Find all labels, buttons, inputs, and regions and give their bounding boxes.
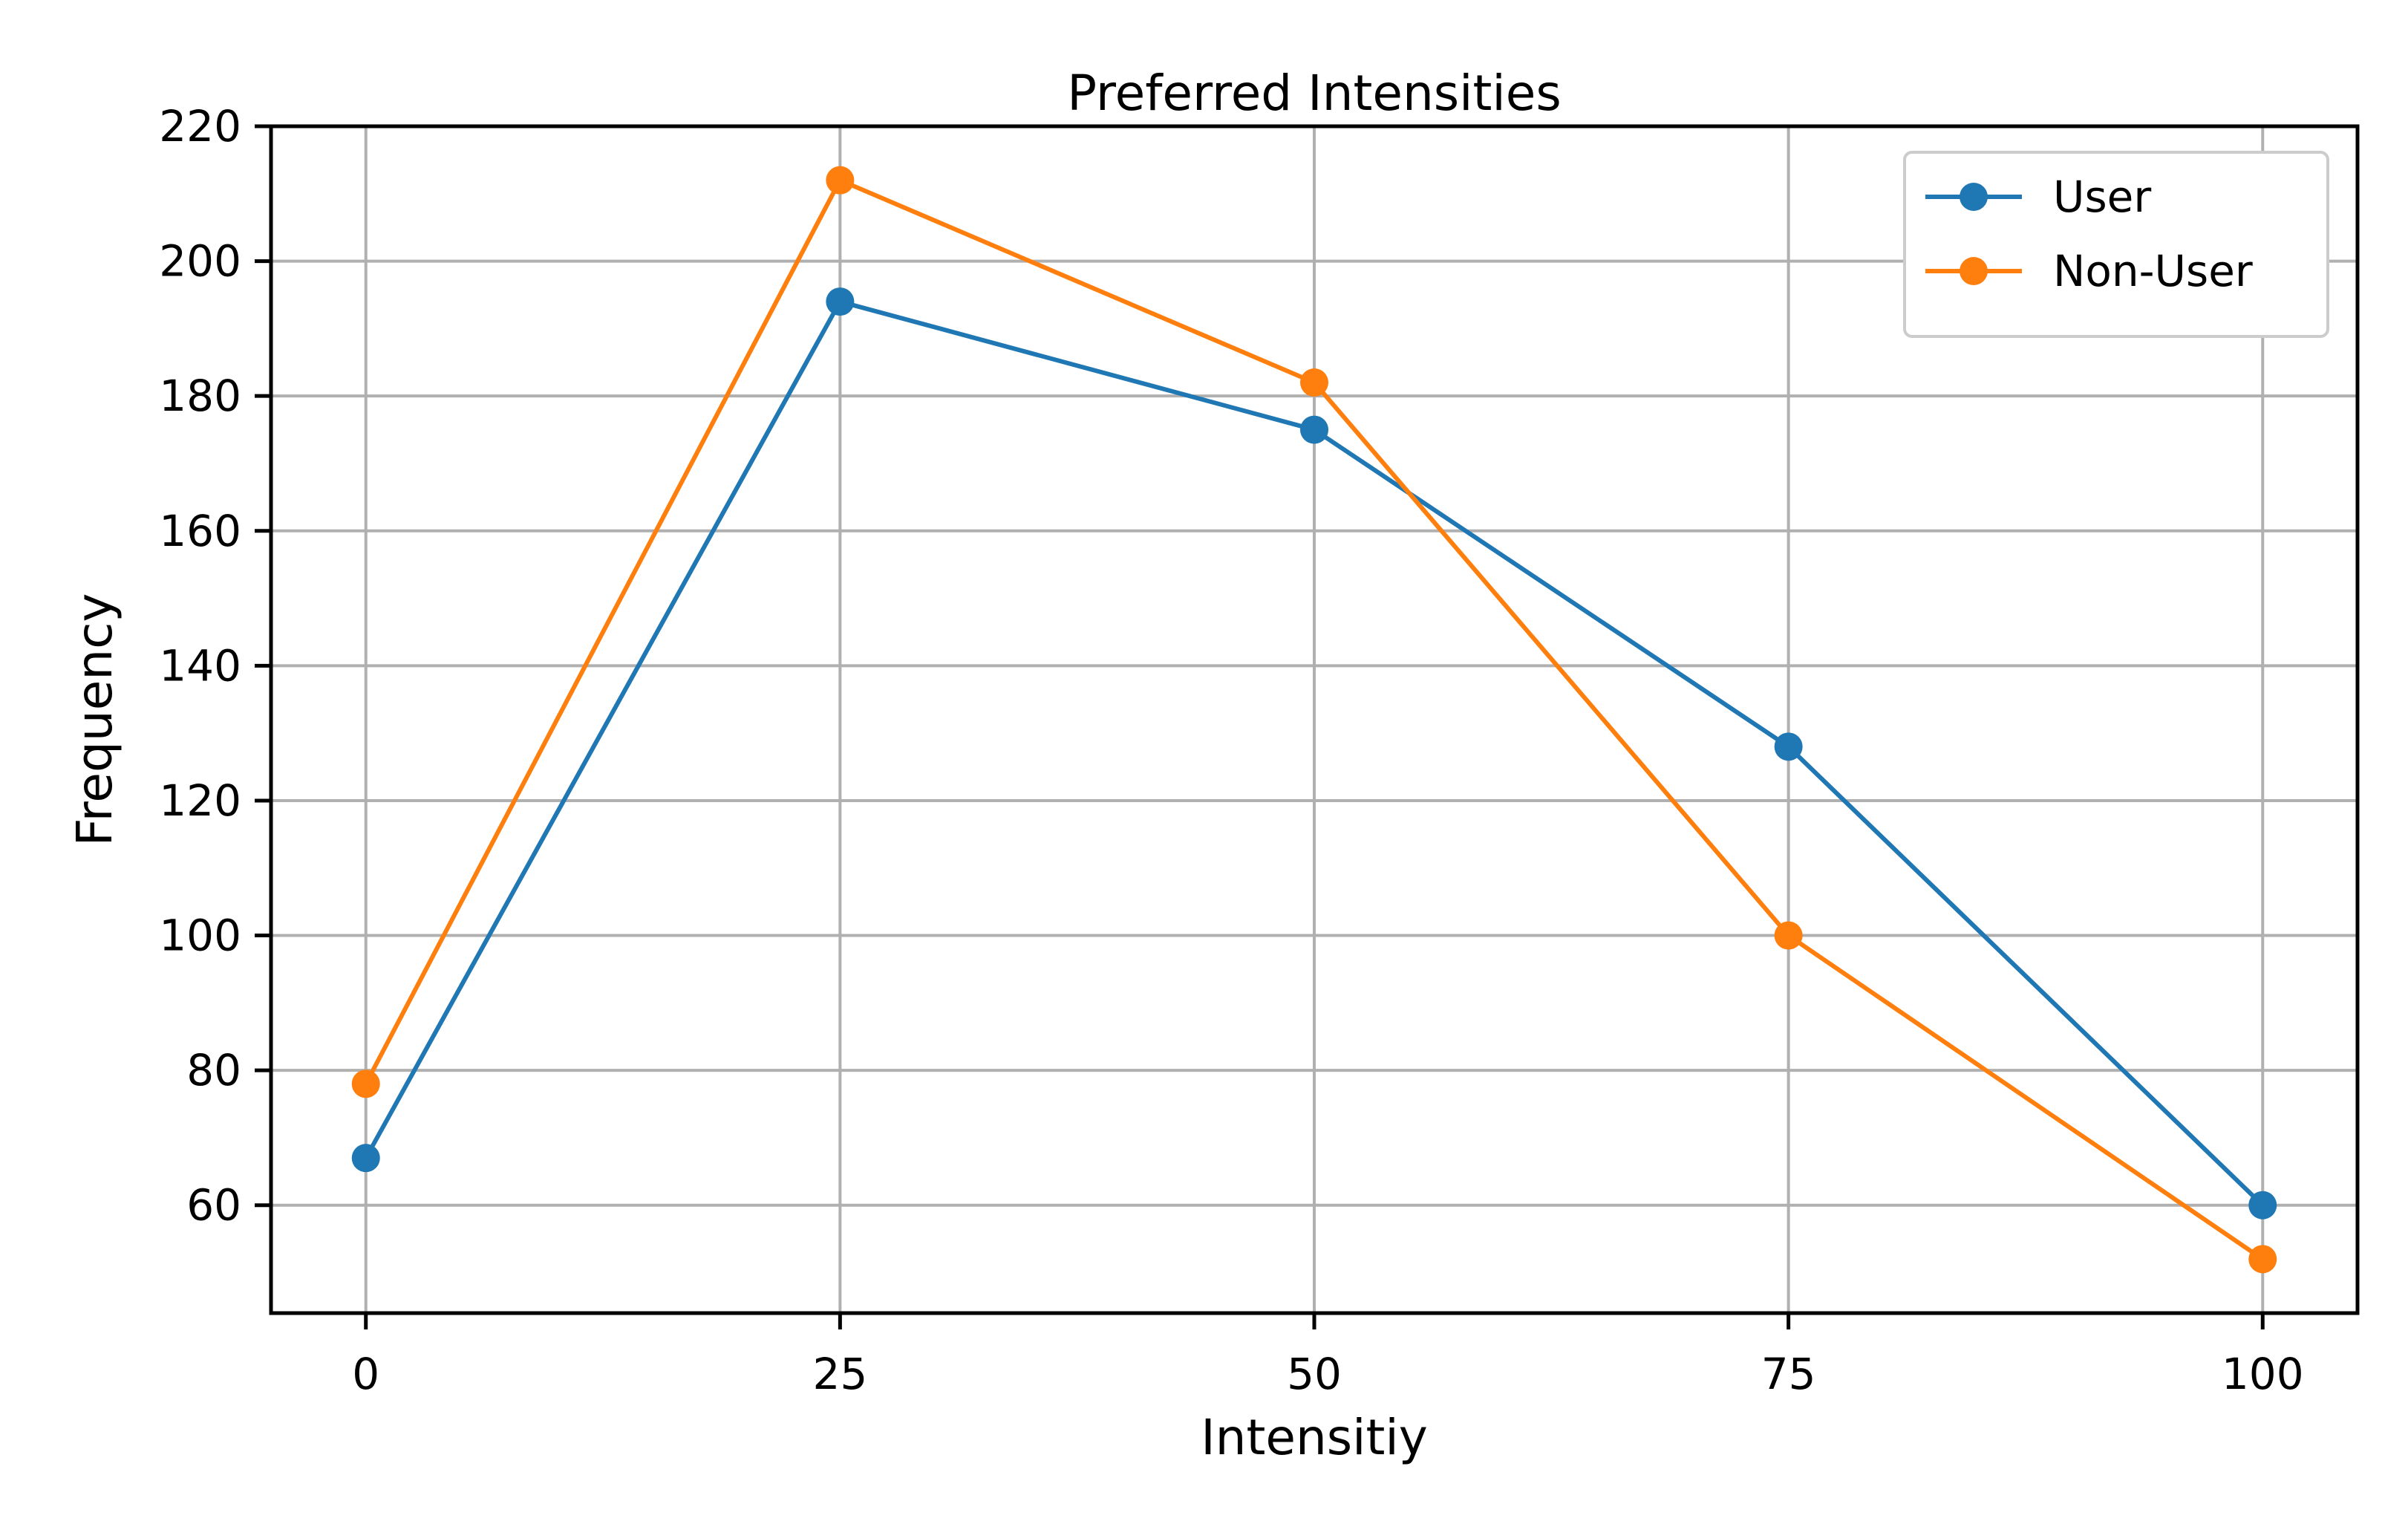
legend-marker xyxy=(1960,257,1988,285)
legend-marker xyxy=(1960,183,1988,211)
series-layer xyxy=(351,166,2277,1274)
data-point xyxy=(826,166,855,195)
legend-item: Non-User xyxy=(1925,246,2253,296)
data-point xyxy=(1300,415,1328,444)
y-tick-label: 60 xyxy=(186,1180,241,1231)
data-point xyxy=(2248,1191,2277,1220)
y-tick-label: 120 xyxy=(159,775,241,826)
data-point xyxy=(351,1069,380,1098)
y-axis-label: Frequency xyxy=(66,593,123,847)
data-point xyxy=(1300,368,1328,397)
y-tick-label: 100 xyxy=(159,911,241,961)
x-tick-label: 0 xyxy=(352,1349,379,1399)
x-axis-label: Intensitiy xyxy=(1201,1409,1428,1466)
series-user xyxy=(351,287,2277,1220)
data-point xyxy=(1774,921,1803,950)
legend-label: User xyxy=(2053,172,2151,222)
y-tick-label: 140 xyxy=(159,640,241,691)
x-tick-label: 75 xyxy=(1761,1349,1816,1399)
chart-title: Preferred Intensities xyxy=(1067,65,1561,122)
data-point xyxy=(826,287,855,316)
axis-ticks: 0 25 50 75 100 60 80 100 120 140 160 180 200 220 xyxy=(159,101,2303,1399)
series-non-user xyxy=(351,166,2277,1274)
x-tick-label: 25 xyxy=(812,1349,867,1399)
y-tick-label: 220 xyxy=(159,101,241,152)
x-tick-label: 100 xyxy=(2222,1349,2304,1399)
data-point xyxy=(1774,732,1803,761)
y-tick-label: 80 xyxy=(186,1045,241,1095)
y-tick-label: 160 xyxy=(159,506,241,556)
data-point xyxy=(2248,1245,2277,1274)
y-tick-label: 180 xyxy=(159,371,241,421)
data-point xyxy=(351,1144,380,1173)
legend: User Non-User xyxy=(1903,151,2329,338)
x-tick-label: 50 xyxy=(1287,1349,1342,1399)
legend-item: User xyxy=(1925,172,2151,222)
legend-label: Non-User xyxy=(2053,246,2253,296)
y-tick-label: 200 xyxy=(159,236,241,287)
